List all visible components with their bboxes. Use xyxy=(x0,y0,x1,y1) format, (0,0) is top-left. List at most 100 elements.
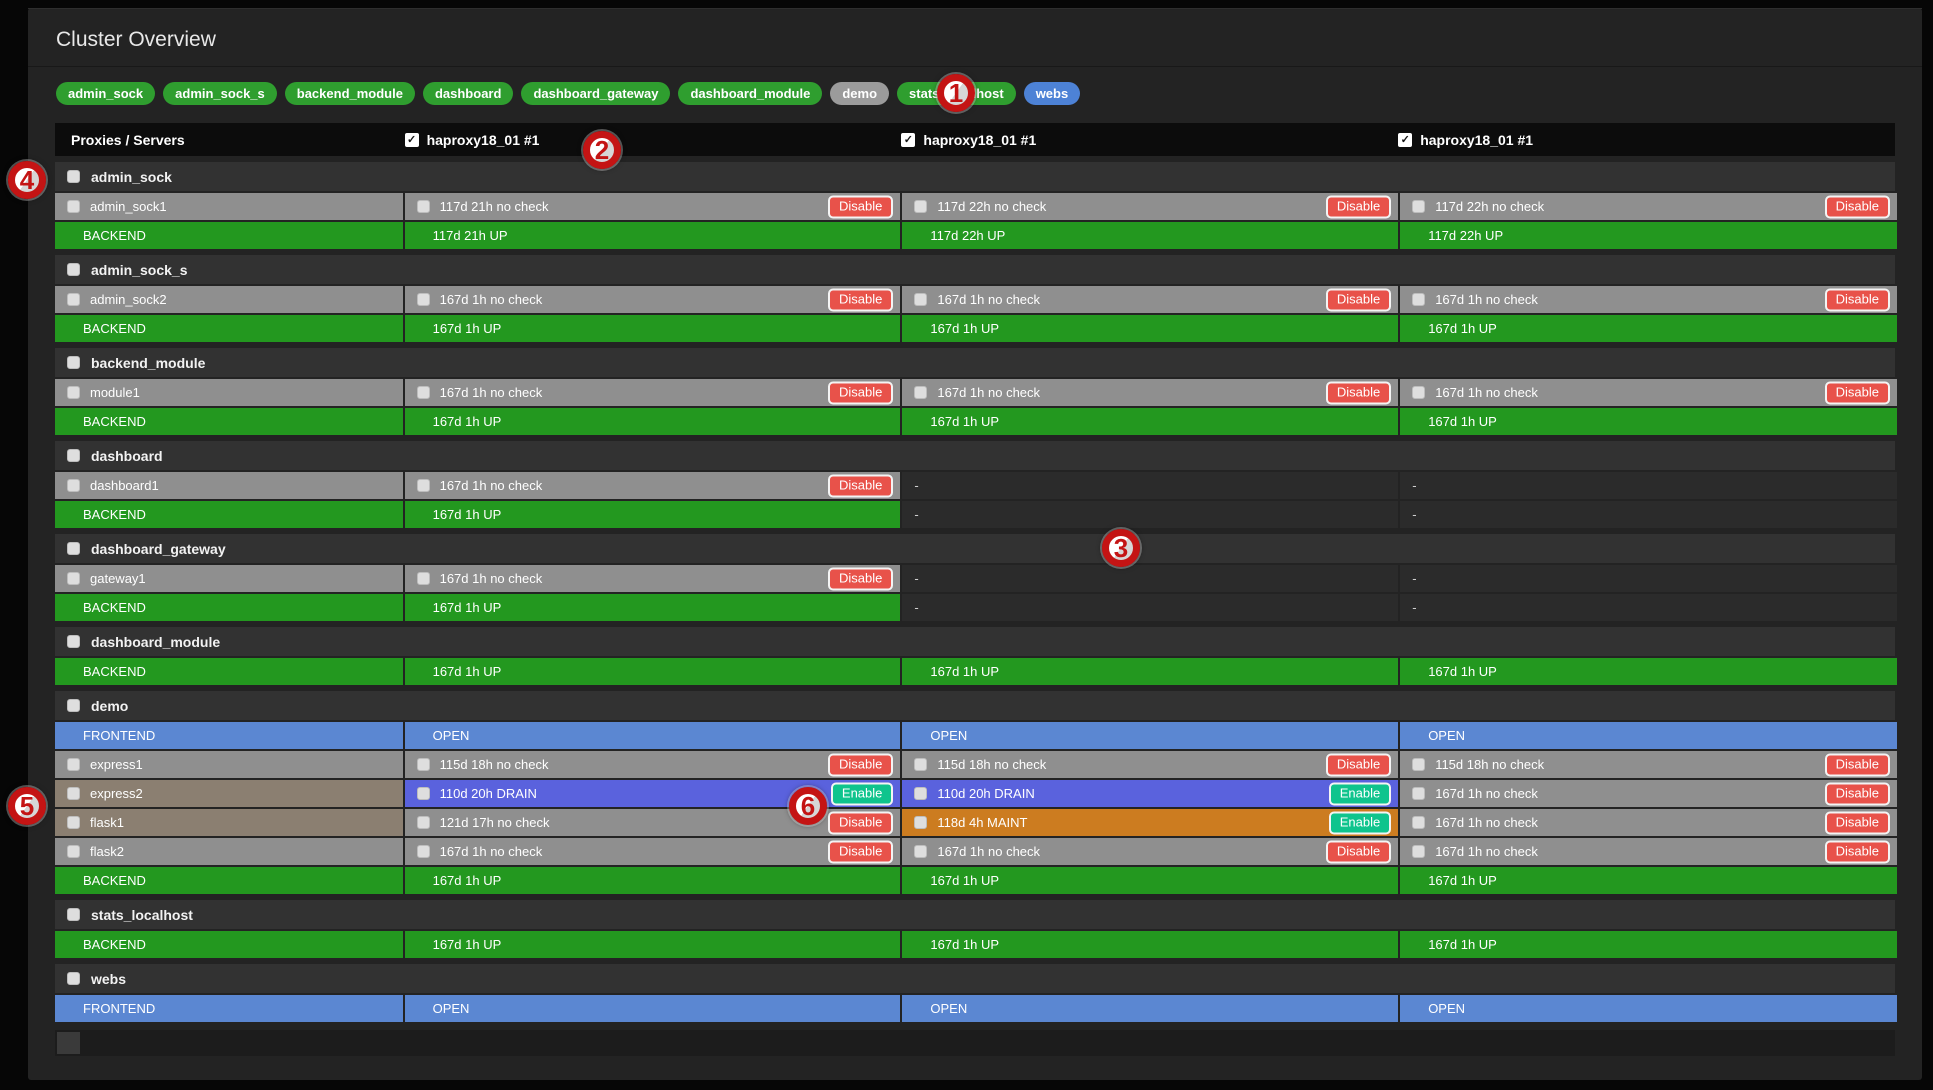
section-header-demo: demo xyxy=(55,691,1895,720)
backend-label: BACKEND xyxy=(83,507,146,522)
server-checkbox[interactable] xyxy=(67,758,80,771)
status-cell: 167d 1h no check Disable xyxy=(1400,838,1897,865)
server-checkbox[interactable] xyxy=(67,787,80,800)
status-checkbox[interactable] xyxy=(914,293,928,306)
server-checkbox[interactable] xyxy=(67,845,80,858)
status-text: 167d 1h UP xyxy=(930,873,1000,888)
status-checkbox[interactable] xyxy=(416,293,430,306)
enable-button[interactable]: Enable xyxy=(1328,782,1392,805)
node-header-checkbox[interactable]: ✓ xyxy=(901,132,916,147)
disable-button[interactable]: Disable xyxy=(828,381,894,404)
disable-button[interactable]: Disable xyxy=(828,840,894,863)
section-checkbox[interactable] xyxy=(67,449,80,462)
node-header-checkbox[interactable]: ✓ xyxy=(404,132,419,147)
status-checkbox[interactable] xyxy=(416,845,430,858)
disable-button[interactable]: Disable xyxy=(1824,195,1890,218)
proxy-badge-webs[interactable]: webs xyxy=(1023,82,1081,105)
proxy-badge-admin_sock_s[interactable]: admin_sock_s xyxy=(163,82,277,105)
status-cell-up: 167d 1h UP xyxy=(1400,408,1897,435)
enable-button[interactable]: Enable xyxy=(830,782,894,805)
proxy-badge-dashboard[interactable]: dashboard xyxy=(422,82,514,105)
disable-button[interactable]: Disable xyxy=(1824,288,1890,311)
section-checkbox[interactable] xyxy=(67,263,80,276)
disable-button[interactable]: Disable xyxy=(828,474,894,497)
node-header-1: ✓ haproxy18_01 #1 xyxy=(404,132,902,148)
server-name-label: module1 xyxy=(90,385,140,400)
server-checkbox[interactable] xyxy=(67,479,80,492)
status-checkbox[interactable] xyxy=(416,386,430,399)
proxy-badge-dashboard_gateway[interactable]: dashboard_gateway xyxy=(521,82,671,105)
section-checkbox[interactable] xyxy=(67,635,80,648)
proxy-badge-demo[interactable]: demo xyxy=(830,82,890,105)
status-cell-empty: - xyxy=(1400,594,1897,621)
disable-button[interactable]: Disable xyxy=(828,195,894,218)
disable-button[interactable]: Disable xyxy=(828,753,894,776)
status-checkbox[interactable] xyxy=(416,200,430,213)
status-checkbox[interactable] xyxy=(1412,816,1426,829)
disable-button[interactable]: Disable xyxy=(1325,195,1392,218)
status-text: 167d 1h UP xyxy=(432,664,502,679)
status-checkbox[interactable] xyxy=(914,816,928,829)
status-text: 167d 1h no check xyxy=(439,571,543,586)
server-checkbox[interactable] xyxy=(67,200,80,213)
disable-button[interactable]: Disable xyxy=(1824,782,1890,805)
status-text: 167d 1h UP xyxy=(432,414,502,429)
server-checkbox[interactable] xyxy=(67,293,80,306)
section-label: backend_module xyxy=(91,354,206,371)
status-cell: 115d 18h no check Disable xyxy=(902,751,1399,778)
status-checkbox[interactable] xyxy=(914,200,928,213)
disable-button[interactable]: Disable xyxy=(828,567,894,590)
status-checkbox[interactable] xyxy=(914,758,928,771)
proxy-badge-backend_module[interactable]: backend_module xyxy=(284,82,415,105)
node-header-label: haproxy18_01 #1 xyxy=(923,131,1037,148)
status-checkbox[interactable] xyxy=(416,816,430,829)
section-checkbox[interactable] xyxy=(67,972,80,985)
disable-button[interactable]: Disable xyxy=(1325,753,1392,776)
disable-button[interactable]: Disable xyxy=(828,811,894,834)
server-name-label: dashboard1 xyxy=(90,478,159,493)
status-checkbox[interactable] xyxy=(1412,758,1426,771)
status-cell-open: OPEN xyxy=(404,995,901,1022)
status-checkbox[interactable] xyxy=(914,386,928,399)
status-checkbox[interactable] xyxy=(914,787,928,800)
server-name-label: express1 xyxy=(90,757,143,772)
disable-button[interactable]: Disable xyxy=(1325,381,1392,404)
proxy-badge-dashboard_module[interactable]: dashboard_module xyxy=(678,82,823,105)
status-cell: 117d 21h no check Disable xyxy=(404,193,901,220)
status-checkbox[interactable] xyxy=(914,845,928,858)
status-checkbox[interactable] xyxy=(416,787,430,800)
server-checkbox[interactable] xyxy=(67,816,80,829)
server-name-cell: admin_sock2 xyxy=(55,286,403,313)
section-checkbox[interactable] xyxy=(67,356,80,369)
enable-button[interactable]: Enable xyxy=(1328,811,1392,834)
section-checkbox[interactable] xyxy=(67,908,80,921)
disable-button[interactable]: Disable xyxy=(1325,288,1392,311)
status-text: 117d 21h UP xyxy=(432,228,508,243)
scrollbar-thumb[interactable] xyxy=(57,1032,80,1054)
status-checkbox[interactable] xyxy=(416,758,430,771)
status-checkbox[interactable] xyxy=(1412,787,1426,800)
section-checkbox[interactable] xyxy=(67,542,80,555)
server-checkbox[interactable] xyxy=(67,386,80,399)
disable-button[interactable]: Disable xyxy=(1325,840,1392,863)
status-checkbox[interactable] xyxy=(1412,293,1426,306)
disable-button[interactable]: Disable xyxy=(1824,381,1890,404)
backend-label: BACKEND xyxy=(83,664,146,679)
disable-button[interactable]: Disable xyxy=(1824,811,1890,834)
section-checkbox[interactable] xyxy=(67,699,80,712)
server-checkbox[interactable] xyxy=(67,572,80,585)
disable-button[interactable]: Disable xyxy=(1824,753,1890,776)
node-header-checkbox[interactable]: ✓ xyxy=(1398,132,1413,147)
section-checkbox[interactable] xyxy=(67,170,80,183)
status-checkbox[interactable] xyxy=(416,479,430,492)
status-text: 167d 1h no check xyxy=(439,292,543,307)
status-checkbox[interactable] xyxy=(1412,386,1426,399)
disable-button[interactable]: Disable xyxy=(828,288,894,311)
disable-button[interactable]: Disable xyxy=(1824,840,1890,863)
proxy-badge-admin_sock[interactable]: admin_sock xyxy=(56,82,156,105)
horizontal-scrollbar[interactable] xyxy=(55,1030,1895,1056)
status-checkbox[interactable] xyxy=(416,572,430,585)
status-cell: 167d 1h no check Disable xyxy=(404,472,901,499)
status-checkbox[interactable] xyxy=(1412,845,1426,858)
status-checkbox[interactable] xyxy=(1412,200,1426,213)
